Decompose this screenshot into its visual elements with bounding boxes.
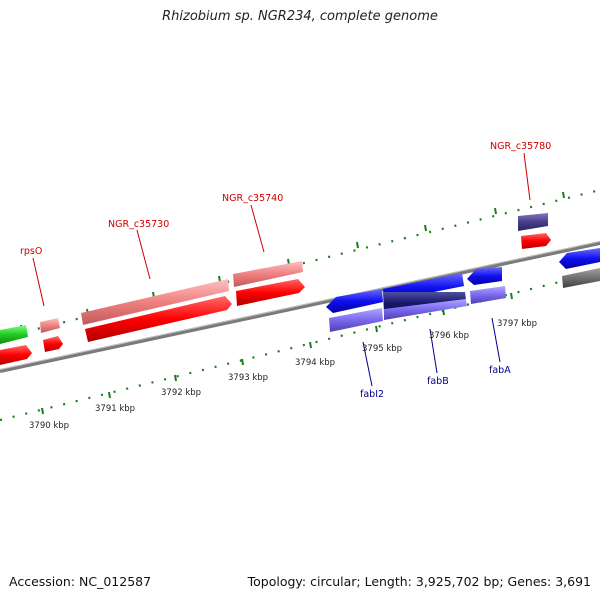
kbp-3796-label: 3796 kbp bbox=[429, 331, 469, 341]
gene-ngr-c35730-inner[interactable] bbox=[85, 296, 232, 342]
kbp-3790-label: 3790 kbp bbox=[29, 421, 69, 431]
gene-ngr-c35780-outer[interactable] bbox=[518, 213, 548, 231]
gene-ngr-c35740-inner[interactable] bbox=[236, 279, 305, 306]
genome-backbone-highlight bbox=[0, 241, 600, 370]
reverse-major-ticks bbox=[41, 292, 513, 415]
kbp-3795-label: 3795 kbp bbox=[362, 344, 402, 354]
genome-summary-text: Topology: circular; Length: 3,925,702 bp… bbox=[247, 574, 591, 589]
gene-label-fabi2[interactable]: fabI2 bbox=[360, 389, 384, 400]
gene-label-ngr-c35740[interactable]: NGR_c35740 bbox=[222, 193, 283, 204]
gene-rpso-outer[interactable] bbox=[40, 318, 60, 333]
gene-ngr-c35730-outer[interactable] bbox=[81, 279, 229, 325]
gene-right-gray-lower[interactable] bbox=[562, 268, 600, 288]
kbp-label-group: 3790 kbp 3791 kbp 3792 kbp 3793 kbp 3794… bbox=[29, 319, 537, 431]
reverse-tick-line bbox=[0, 270, 600, 422]
genome-backbone bbox=[0, 241, 600, 373]
gene-label-ngr-c35730[interactable]: NGR_c35730 bbox=[108, 219, 169, 230]
gene-faba-lower[interactable] bbox=[470, 286, 506, 304]
gene-label-rpso[interactable]: rpsO bbox=[20, 246, 42, 257]
gene-fabi2-lower[interactable] bbox=[329, 308, 383, 332]
kbp-3793-label: 3793 kbp bbox=[228, 373, 268, 383]
forward-genes bbox=[0, 213, 551, 365]
gene-rpso-inner[interactable] bbox=[43, 336, 63, 352]
kbp-3797-label: 3797 kbp bbox=[497, 319, 537, 329]
kbp-3792-label: 3792 kbp bbox=[161, 388, 201, 398]
gene-label-faba[interactable]: fabA bbox=[489, 365, 511, 376]
gene-label-group: rpsO NGR_c35730 NGR_c35740 NGR_c35780 fa… bbox=[20, 141, 551, 400]
gene-left-red-inner[interactable] bbox=[0, 345, 32, 365]
accession-text: Accession: NC_012587 bbox=[9, 574, 152, 589]
label-leaders bbox=[32, 152, 531, 387]
gene-fabb-lower-b[interactable] bbox=[384, 299, 467, 320]
gene-ngr-c35740-outer[interactable] bbox=[233, 261, 303, 287]
map-title: Rhizobium sp. NGR234, complete genome bbox=[162, 9, 438, 24]
gene-right-blue-upper[interactable] bbox=[559, 248, 600, 269]
gene-green-outer[interactable] bbox=[0, 325, 28, 344]
gene-faba-upper[interactable] bbox=[467, 267, 502, 285]
gene-label-fabb[interactable]: fabB bbox=[427, 376, 449, 387]
gene-fabi2-upper[interactable] bbox=[326, 289, 383, 313]
reverse-genes bbox=[326, 248, 600, 332]
kbp-3794-label: 3794 kbp bbox=[295, 358, 335, 368]
gene-label-ngr-c35780[interactable]: NGR_c35780 bbox=[490, 141, 551, 152]
kbp-3791-label: 3791 kbp bbox=[95, 404, 135, 414]
gene-ngr-c35780-inner[interactable] bbox=[521, 233, 551, 249]
